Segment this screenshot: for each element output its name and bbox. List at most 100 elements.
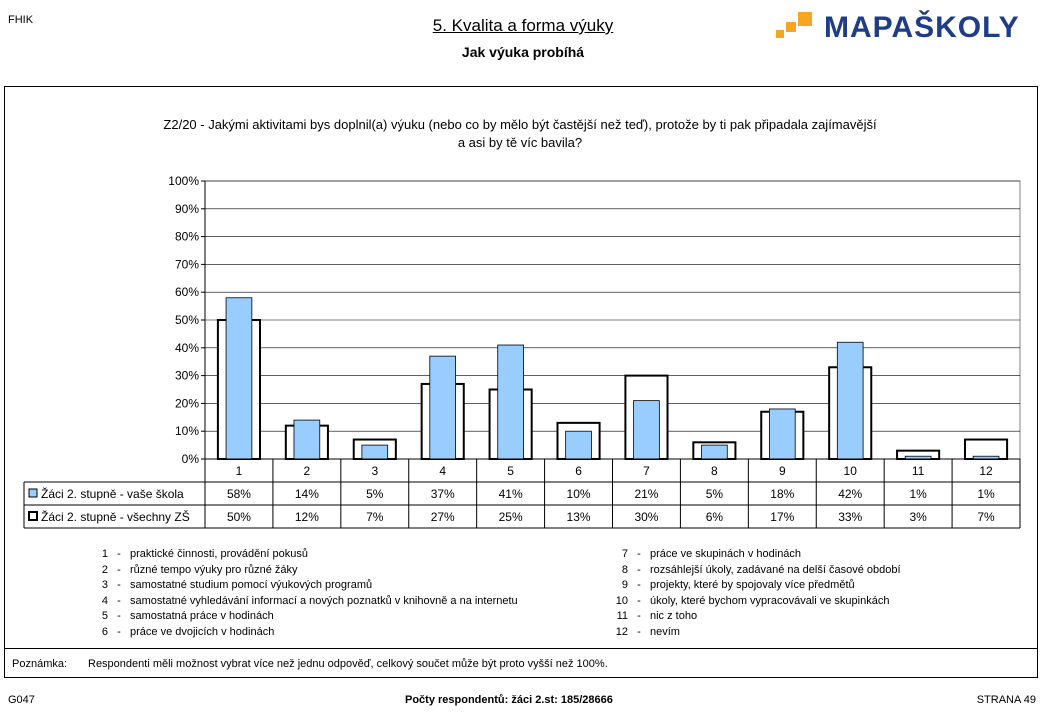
y-tick-label: 50% bbox=[175, 313, 199, 327]
y-tick-label: 20% bbox=[175, 396, 199, 410]
category-legend-text: samostatné studium pomocí výukových prog… bbox=[130, 579, 373, 592]
category-legend-dash: - bbox=[637, 563, 641, 576]
category-label: 3 bbox=[371, 464, 378, 478]
category-legend-dash: - bbox=[117, 594, 121, 607]
y-tick-label: 40% bbox=[175, 341, 199, 355]
category-legend-right: 7- práce ve skupinách v hodinách 8- rozsáhl… bbox=[598, 548, 901, 642]
category-legend-text: úkoly, které bychom vypracovávali ve sku… bbox=[650, 594, 890, 607]
category-legend-item: 11- nic z toho bbox=[598, 610, 901, 626]
note-text: Respondenti měli možnost vybrat více než… bbox=[88, 658, 608, 670]
mapaskoly-logo: MAPAŠKOLY bbox=[776, 10, 1020, 42]
bar-your-school bbox=[293, 419, 321, 460]
footer-page-number: STRANA 49 bbox=[976, 694, 1036, 706]
category-legend-dash: - bbox=[637, 625, 641, 638]
data-label-all-schools: 25% bbox=[499, 510, 523, 524]
bar-your-school bbox=[836, 341, 864, 460]
chart-question: Z2/20 - Jakými aktivitami bys doplnil(a)… bbox=[60, 116, 980, 152]
data-label-your-school: 5% bbox=[706, 487, 724, 501]
data-label-your-school: 14% bbox=[295, 487, 319, 501]
category-legend-dash: - bbox=[637, 610, 641, 623]
category-label: 1 bbox=[236, 464, 243, 478]
category-legend-dash: - bbox=[117, 610, 121, 623]
note-divider bbox=[4, 648, 1038, 649]
y-tick-label: 70% bbox=[175, 257, 199, 271]
category-legend-item: 4- samostatné vyhledávání informací a nov… bbox=[78, 595, 518, 611]
category-legend-number: 10 bbox=[615, 594, 628, 607]
category-label: 7 bbox=[643, 464, 650, 478]
data-label-your-school: 18% bbox=[770, 487, 794, 501]
y-tick-label: 30% bbox=[175, 369, 199, 383]
category-legend-item: 7- práce ve skupinách v hodinách bbox=[598, 548, 901, 564]
category-legend-number: 11 bbox=[616, 610, 628, 623]
logo-text: MAPAŠKOLY bbox=[824, 10, 1020, 42]
footer-respondents: Počty respondentů: žáci 2.st: 185/28666 bbox=[405, 694, 613, 706]
category-legend-number: 3 bbox=[101, 579, 108, 592]
category-legend-number: 2 bbox=[101, 563, 108, 576]
category-legend-dash: - bbox=[637, 579, 641, 592]
logo-square bbox=[786, 22, 796, 32]
category-legend-text: různé tempo výuky pro různé žáky bbox=[130, 563, 298, 576]
category-legend-number: 6 bbox=[101, 625, 108, 638]
data-label-all-schools: 3% bbox=[909, 510, 927, 524]
data-label-all-schools: 27% bbox=[431, 510, 455, 524]
data-label-your-school: 5% bbox=[366, 487, 384, 501]
category-legend-dash: - bbox=[117, 548, 121, 560]
bar-your-school bbox=[768, 408, 796, 460]
data-label-all-schools: 12% bbox=[295, 510, 319, 524]
data-label-your-school: 21% bbox=[634, 487, 658, 501]
data-label-your-school: 42% bbox=[838, 487, 862, 501]
category-legend-left: 1- praktické činnosti, provádění pokusů 2-… bbox=[78, 548, 518, 642]
data-label-your-school: 37% bbox=[431, 487, 455, 501]
data-label-your-school: 10% bbox=[567, 487, 591, 501]
category-legend-item: 12- nevím bbox=[598, 626, 901, 642]
category-legend-text: nic z toho bbox=[650, 610, 698, 623]
category-legend-text: práce ve dvojicích v hodinách bbox=[130, 625, 275, 638]
chart-title-line-2: a asi by tě víc bavila? bbox=[457, 135, 583, 150]
category-legend-text: samostatná práce v hodinách bbox=[130, 610, 274, 623]
data-label-your-school: 58% bbox=[227, 487, 251, 501]
corner-code: FHIK bbox=[8, 14, 34, 26]
category-legend-number: 12 bbox=[615, 625, 628, 638]
category-legend-item: 9- projekty, které by spojovaly více před… bbox=[598, 579, 901, 595]
data-label-all-schools: 30% bbox=[634, 510, 658, 524]
page-subtitle: Jak výuka probíhá bbox=[461, 44, 585, 60]
bar-your-school bbox=[225, 297, 253, 460]
category-legend-dash: - bbox=[637, 594, 641, 607]
category-legend-item: 6- práce ve dvojicích v hodinách bbox=[78, 626, 518, 642]
category-label: 12 bbox=[979, 464, 993, 478]
data-label-all-schools: 6% bbox=[706, 510, 724, 524]
category-legend-number: 7 bbox=[621, 548, 628, 560]
chart-bars bbox=[216, 297, 1009, 461]
category-label: 10 bbox=[844, 464, 858, 478]
footer-code: G047 bbox=[8, 694, 35, 706]
category-legend-text: rozsáhlejší úkoly, zadávané na delší čas… bbox=[650, 563, 901, 576]
logo-square bbox=[798, 12, 812, 26]
category-legend-text: práce ve skupinách v hodinách bbox=[650, 548, 802, 560]
legend-label-your-school: Žáci 2. stupně - vaše škola bbox=[41, 486, 184, 501]
note-label: Poznámka: bbox=[12, 658, 68, 670]
data-label-all-schools: 33% bbox=[838, 510, 862, 524]
y-tick-label: 90% bbox=[175, 202, 199, 216]
bar-your-school bbox=[497, 344, 524, 460]
category-label: 9 bbox=[779, 464, 786, 478]
category-label: 5 bbox=[507, 464, 514, 478]
category-legend-dash: - bbox=[117, 579, 121, 592]
category-legend-item: 1- praktické činnosti, provádění pokusů bbox=[78, 548, 518, 564]
category-legend-number: 1 bbox=[101, 548, 108, 560]
legend-key-your-school bbox=[28, 488, 38, 498]
bar-your-school bbox=[429, 355, 457, 460]
data-label-your-school: 41% bbox=[499, 487, 523, 501]
legend-key-all-schools bbox=[28, 511, 38, 521]
data-label-all-schools: 50% bbox=[227, 510, 251, 524]
data-label-all-schools: 7% bbox=[977, 510, 995, 524]
y-tick-label: 100% bbox=[168, 174, 199, 188]
logo-square bbox=[776, 30, 784, 38]
category-legend-dash: - bbox=[637, 548, 641, 560]
data-label-all-schools: 7% bbox=[366, 510, 384, 524]
bar-your-school bbox=[633, 400, 660, 460]
category-label: 4 bbox=[439, 464, 446, 478]
data-label-your-school: 1% bbox=[977, 487, 995, 501]
chart-title-line-1: Z2/20 - Jakými aktivitami bys doplnil(a)… bbox=[163, 117, 877, 132]
bar-your-school bbox=[701, 444, 728, 460]
data-label-your-school: 1% bbox=[909, 487, 927, 501]
